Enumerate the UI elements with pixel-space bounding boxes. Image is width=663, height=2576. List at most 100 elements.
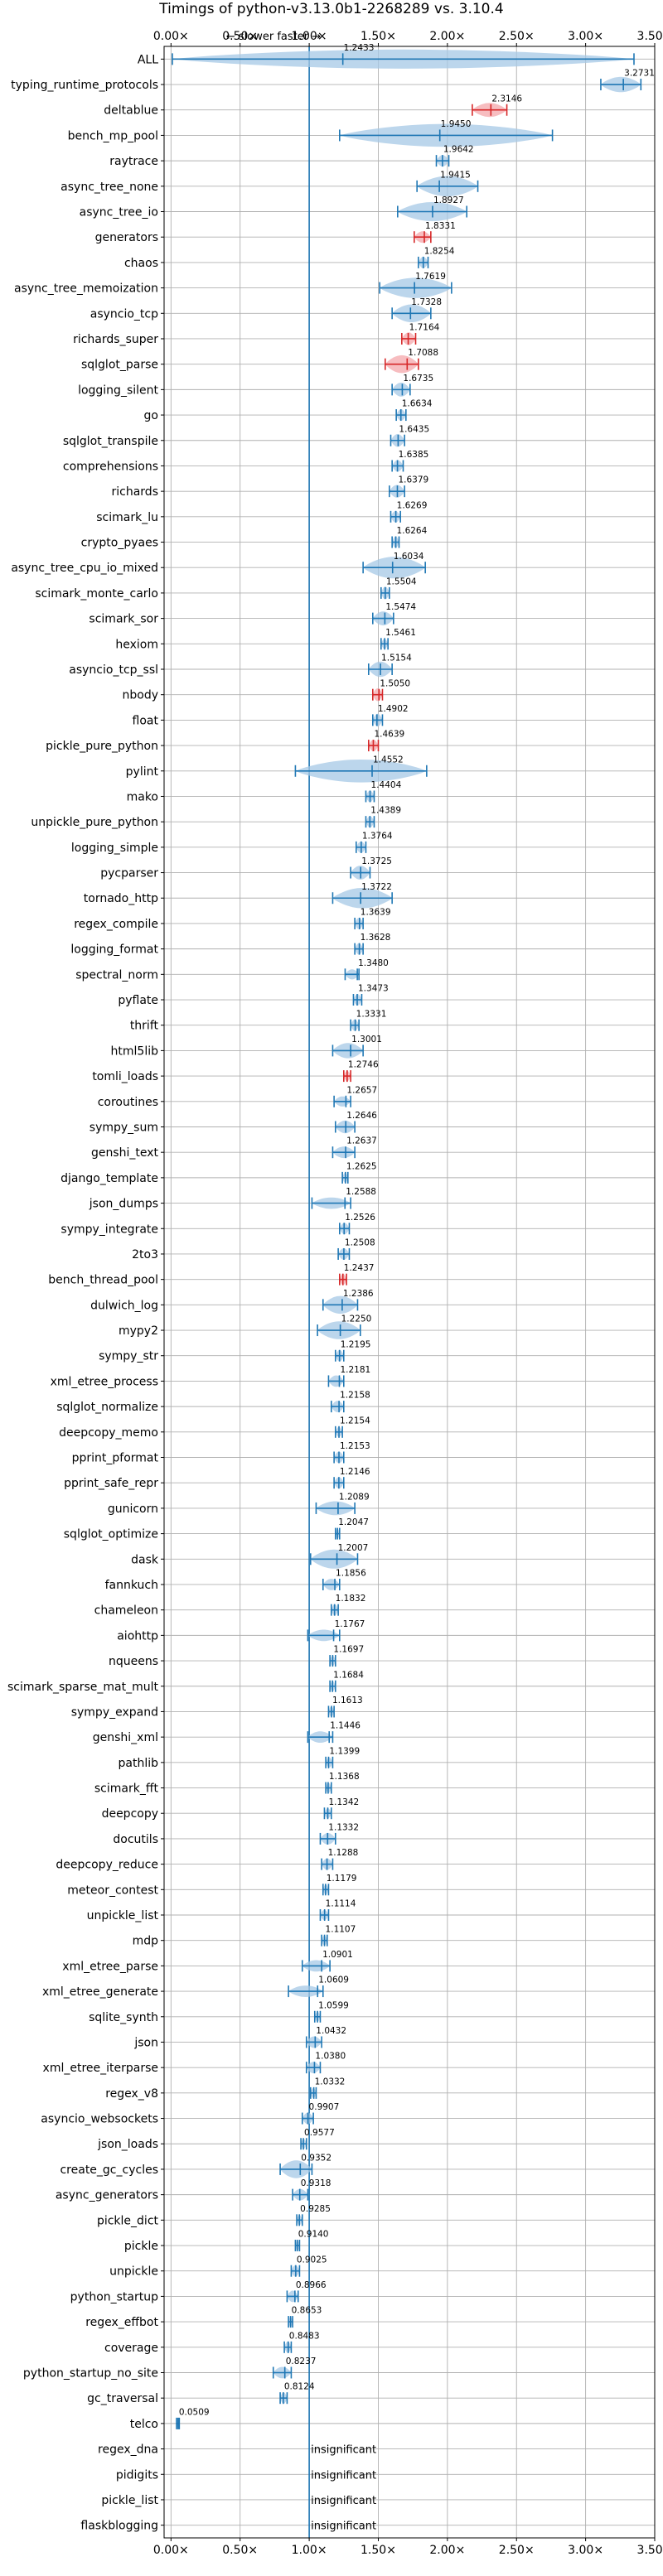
value-label: 0.8483 (289, 2331, 320, 2341)
x-tick-label-bottom: 1.00× (292, 2544, 327, 2557)
y-tick-label: sympy_expand (71, 1705, 158, 1719)
benchmark-row: asyncio_tcp_ssl 1.5154 (69, 654, 412, 678)
benchmark-row: aiohttp 1.1767 (117, 1619, 365, 1643)
y-tick-label: deepcopy_memo (59, 1426, 158, 1440)
y-tick-label: meteor_contest (67, 1884, 158, 1897)
value-label: 1.1288 (328, 1848, 359, 1858)
y-tick-label: sqlite_synth (89, 2011, 158, 2024)
y-tick-label: logging_simple (71, 842, 158, 855)
insignificant-label: insignificant (311, 2495, 376, 2507)
benchmark-row: create_gc_cycles 0.9352 (60, 2154, 332, 2178)
y-tick-label: asyncio_tcp_ssl (69, 663, 158, 677)
y-tick-label: mdp (133, 1935, 159, 1948)
value-label: 1.5504 (386, 576, 417, 586)
benchmark-row: mdp 1.1107 (133, 1924, 356, 1947)
value-label: 0.8653 (292, 2306, 322, 2316)
benchmark-row: pycparser 1.3725 (100, 856, 392, 880)
benchmark-row: sympy_sum 1.2646 (90, 1111, 377, 1134)
value-label: 1.4902 (378, 704, 409, 714)
y-tick-label: coverage (104, 2342, 158, 2355)
insignificant-label: insignificant (311, 2444, 376, 2457)
value-label: 1.1399 (329, 1746, 360, 1756)
y-tick-label: async_tree_memoization (14, 282, 158, 296)
value-label: 1.7619 (415, 272, 446, 282)
y-tick-label: python_startup (70, 2290, 158, 2303)
benchmark-row: sqlglot_normalize 1.2158 (56, 1391, 370, 1414)
benchmark-row: chaos 1.8254 (124, 246, 455, 269)
benchmark-row: django_template 1.2625 (60, 1161, 377, 1184)
benchmark-row: spectral_norm 1.3480 (75, 958, 389, 982)
value-label: 0.8124 (284, 2382, 315, 2392)
value-label: 2.3146 (491, 94, 522, 104)
y-tick-label: sqlglot_parse (81, 359, 158, 372)
value-label: 1.7088 (408, 348, 438, 358)
benchmark-row: deepcopy_memo 1.2154 (59, 1416, 370, 1439)
y-tick-label: pickle (124, 2240, 158, 2253)
y-tick-label: sympy_str (99, 1350, 158, 1363)
benchmark-row: ALL 1.2433 (138, 43, 635, 69)
y-tick-label: go (144, 409, 158, 422)
y-tick-label: deepcopy (102, 1807, 158, 1821)
benchmark-row: logging_format 1.3628 (70, 933, 390, 956)
value-label: 1.2195 (341, 1339, 371, 1349)
benchmark-row: sympy_str 1.2195 (99, 1339, 370, 1363)
y-tick-label: deepcopy_reduce (56, 1859, 158, 1872)
value-label: 1.7328 (411, 297, 442, 307)
y-tick-label: xml_etree_generate (42, 1985, 158, 1999)
y-tick-label: chaos (124, 257, 158, 270)
x-tick-label-top: 0.50× (222, 30, 258, 43)
value-label: 1.2637 (346, 1136, 377, 1146)
benchmark-row: pidigits insignificant (116, 2468, 376, 2482)
value-label: 1.6735 (403, 374, 433, 384)
value-label: 1.2625 (346, 1161, 377, 1171)
value-label: 1.3473 (358, 984, 389, 994)
value-label: 1.1368 (329, 1772, 360, 1782)
y-tick-label: unpickle_list (87, 1909, 159, 1922)
x-tick-label-bottom: 1.50× (361, 2544, 396, 2557)
value-label: 1.2657 (346, 1085, 377, 1095)
benchmark-row: async_tree_memoization 1.7619 (14, 272, 452, 298)
value-label: 1.3001 (351, 1035, 382, 1044)
value-label: 1.1684 (333, 1670, 364, 1680)
benchmark-row: crypto_pyaes 1.6264 (81, 526, 428, 549)
value-label: 1.3725 (361, 856, 392, 866)
benchmark-row: mypy2 1.2250 (119, 1315, 371, 1339)
value-label: 1.9450 (441, 119, 472, 129)
benchmark-row: unpickle_pure_python 1.4389 (31, 806, 401, 829)
y-tick-label: float (133, 714, 159, 727)
value-label: 1.6034 (394, 552, 424, 562)
y-tick-label: comprehensions (63, 460, 158, 473)
benchmark-row: pathlib 1.1399 (119, 1746, 361, 1769)
value-label: 1.6264 (397, 526, 428, 536)
y-tick-label: pickle_dict (97, 2214, 159, 2227)
benchmark-row: float 1.4902 (133, 704, 409, 727)
benchmark-row: unpickle 0.9025 (109, 2255, 327, 2278)
value-label: 1.8254 (424, 246, 455, 256)
value-label: 1.8927 (433, 195, 464, 205)
x-tick-label-bottom: 2.00× (429, 2544, 465, 2557)
y-tick-label: telco (130, 2418, 158, 2431)
benchmark-row: pyflate 1.3473 (118, 984, 388, 1007)
value-label: 1.0609 (318, 1975, 349, 1985)
y-tick-label: pycparser (100, 867, 158, 880)
value-label: 1.1613 (332, 1696, 363, 1705)
value-label: 1.2433 (344, 43, 375, 53)
y-tick-label: flaskblogging (80, 2520, 158, 2533)
y-tick-label: genshi_xml (93, 1731, 158, 1744)
benchmark-row: bench_thread_pool 1.2437 (48, 1263, 374, 1286)
benchmark-row: json 1.0432 (133, 2026, 346, 2049)
benchmark-row: asyncio_websockets 0.9907 (41, 2102, 339, 2125)
y-tick-label: regex_v8 (105, 2087, 158, 2101)
benchmark-row: html5lib 1.3001 (111, 1035, 382, 1059)
y-tick-label: create_gc_cycles (60, 2164, 158, 2177)
value-label: 1.1332 (328, 1822, 359, 1832)
benchmark-row: deepcopy 1.1342 (102, 1797, 360, 1821)
y-tick-label: tomli_loads (92, 1070, 158, 1083)
value-label: 1.5154 (381, 654, 412, 663)
benchmark-row: go 1.6634 (144, 399, 433, 422)
value-label: 1.3639 (361, 908, 391, 918)
benchmark-row: pickle 0.9140 (124, 2230, 329, 2253)
benchmark-row: 2to3 1.2508 (132, 1238, 375, 1261)
x-tick-label-top: 0.00× (153, 30, 189, 43)
benchmark-row: dulwich_log 1.2386 (90, 1289, 374, 1315)
